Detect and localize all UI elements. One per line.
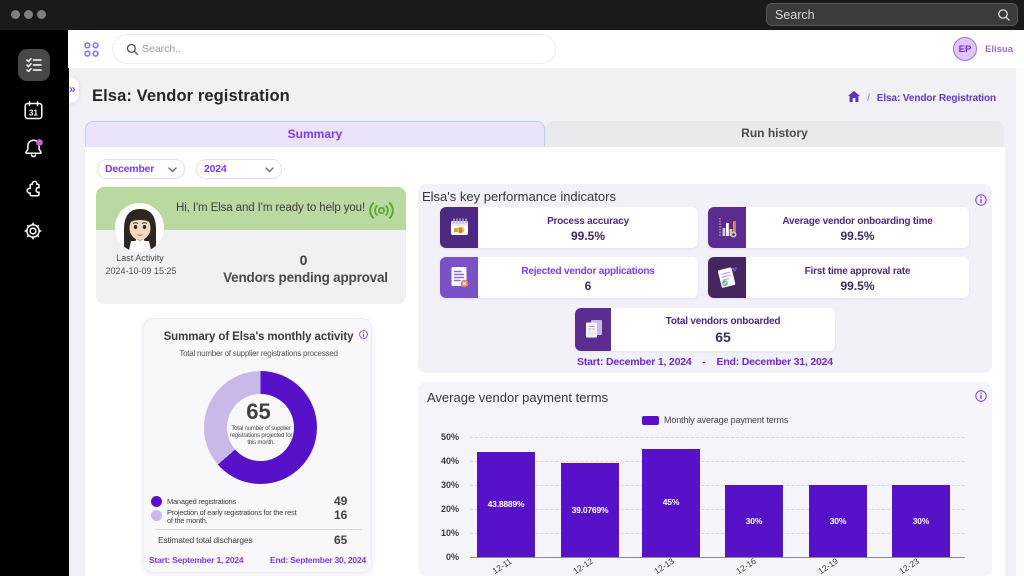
svg-text:$: $ — [459, 228, 463, 234]
svg-text:31: 31 — [29, 109, 38, 118]
